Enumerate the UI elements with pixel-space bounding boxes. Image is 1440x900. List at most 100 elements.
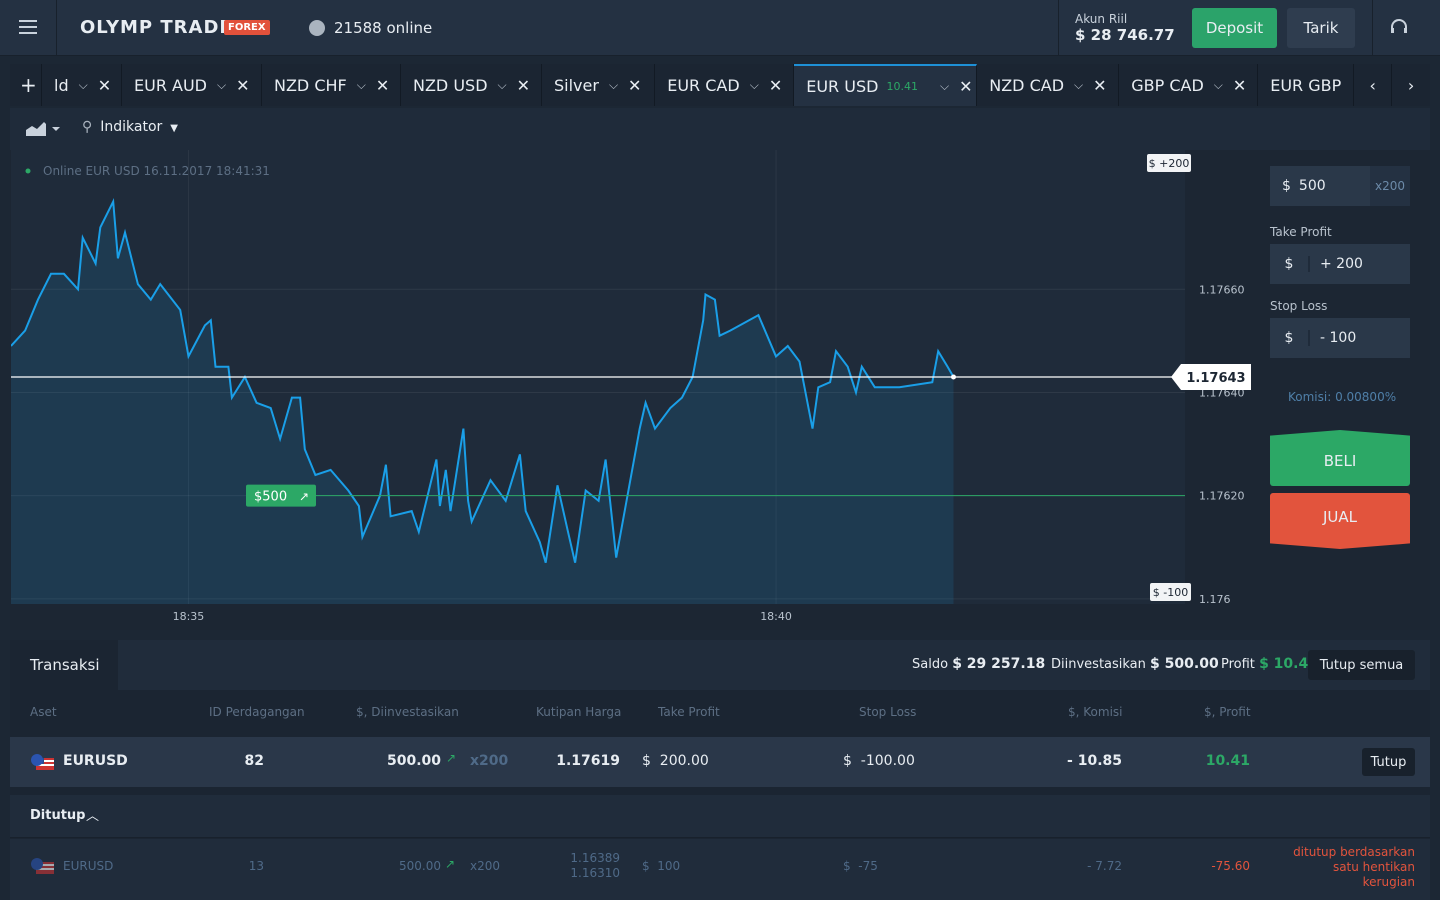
closed-header[interactable]: Ditutup ︿ (10, 795, 1430, 838)
tab-profit: 10.41 (886, 79, 918, 93)
price-chart: 18:35 18:401.1761.176201.176401.17660$500… (11, 150, 1251, 623)
withdraw-button[interactable]: Tarik (1287, 8, 1355, 48)
flag-icon (31, 858, 54, 874)
close-note: ditutup berdasarkan satu hentikan kerugi… (1293, 845, 1415, 889)
stop-loss: $ -75 (843, 859, 878, 873)
online-count: 21588 online (334, 19, 433, 37)
chart-subtitle: Online EUR USD 16.11.2017 18:41:31 (43, 164, 270, 178)
transactions: Transaksi Saldo $ 29 257.18 Diinvestasik… (10, 640, 1430, 900)
flag-icon (31, 754, 54, 770)
current-price-label: 1.17643 (1186, 371, 1245, 386)
balance: Saldo $ 29 257.18 (912, 656, 1046, 672)
stop-loss-label: Stop Loss (1270, 299, 1328, 313)
multiplier: x200 (470, 859, 501, 873)
tab[interactable]: EUR AUD ⌵ ✕ (122, 64, 262, 106)
entry-arrow: ↗ (299, 490, 309, 504)
commission: Komisi: 0.00800% (1288, 390, 1397, 404)
y-tick-label: 1.17620 (1199, 490, 1245, 503)
open-row: EURUSD 82 500.00 ↗ x200 1.17619 $ 200.00… (10, 737, 1430, 787)
price-open: 1.16389 (570, 851, 620, 865)
column-header: $, Komisi (1068, 705, 1123, 719)
column-header: Aset (30, 705, 57, 719)
tab[interactable]: NZD CHF ⌵ ✕ (262, 64, 401, 106)
current-point (950, 374, 956, 380)
take-profit-label: Take Profit (1270, 225, 1332, 239)
tab[interactable]: EUR CAD ⌵ ✕ (655, 64, 795, 106)
y-tick-label: 1.17660 (1199, 283, 1245, 296)
chart-toolbar: ⚲ Indikator ▼ (10, 108, 1430, 150)
user-icon (309, 20, 325, 36)
chart-type-icon[interactable] (26, 120, 62, 138)
column-header: Take Profit (658, 705, 720, 719)
stop-loss: $ -100.00 (843, 753, 915, 769)
menu-icon[interactable] (19, 20, 37, 34)
support-icon[interactable] (1389, 18, 1409, 38)
entry-amount: $500 (254, 490, 287, 505)
active-tab[interactable]: EUR USD 10.41 ⌵ ✕ (794, 64, 978, 106)
stop-loss-tag: $ -100 (1153, 586, 1188, 599)
price-close: 1.16310 (570, 866, 620, 880)
trade-id: 13 (248, 859, 264, 873)
commission: - 10.85 (1067, 753, 1122, 769)
close-button[interactable]: Tutup (1362, 748, 1415, 776)
take-profit-field[interactable]: $ + 200 (1270, 244, 1410, 284)
stop-loss-field[interactable]: $ - 100 (1270, 318, 1410, 358)
commission: - 7.72 (1087, 859, 1122, 873)
close-all-button[interactable]: Tutup semua (1308, 650, 1415, 680)
column-header: ID Perdagangan (209, 705, 305, 719)
status-dot (25, 168, 31, 174)
multiplier: x200 (470, 753, 509, 769)
invested: 500.00 (399, 859, 441, 873)
column-header: $, Diinvestasikan (356, 705, 459, 719)
profit: 10.41 (1205, 753, 1250, 769)
price-line (11, 197, 955, 563)
amount-field[interactable]: $500 x200 (1270, 166, 1410, 206)
closed-row: EURUSD 13 500.00 ↗ x200 1.16389 1.16310 … (10, 839, 1430, 900)
y-tick-label: 1.176 (1199, 593, 1231, 606)
sell-button[interactable]: JUAL (1270, 493, 1410, 549)
deposit-button[interactable]: Deposit (1192, 8, 1277, 48)
tab[interactable]: GBP CAD ⌵ ✕ (1119, 64, 1259, 106)
transactions-tab[interactable]: Transaksi (10, 640, 118, 690)
current-price-tag-bg (1171, 364, 1251, 390)
take-profit: $ 200.00 (642, 753, 709, 769)
brand[interactable]: OLYMP TRADE (80, 17, 233, 38)
take-profit: $ 100 (642, 859, 681, 873)
badge: FOREX (224, 20, 270, 35)
column-header: Kutipan Harga (536, 705, 622, 719)
column-header: $, Profit (1204, 705, 1251, 719)
scroll-left[interactable]: ‹ (1354, 64, 1393, 106)
tab[interactable]: EUR GBP (1258, 64, 1355, 106)
trade-id: 82 (244, 753, 264, 769)
tab[interactable]: ld ⌵ ✕ (42, 64, 122, 106)
tab[interactable]: Silver ⌵ ✕ (542, 64, 656, 106)
tab[interactable]: NZD USD ⌵ ✕ (401, 64, 542, 106)
take-profit-tag: $ +200 (1149, 157, 1190, 170)
take-profit-tag-bg (1147, 154, 1191, 172)
x-tick-label: 18:35 (173, 610, 205, 623)
column-header: Stop Loss (859, 705, 917, 719)
invested: 500.00 (386, 753, 441, 769)
buy-button[interactable]: BELI (1270, 430, 1410, 486)
add-tab[interactable]: + (10, 64, 42, 106)
account-label: Akun Riil (1075, 12, 1128, 26)
asset: EURUSD (63, 859, 114, 873)
account-balance: $ 28 746.77 (1075, 26, 1175, 44)
profit: Profit $ 10.41 (1221, 656, 1318, 672)
stop-loss-tag-bg (1150, 583, 1191, 601)
entry-tag-bg (246, 484, 316, 507)
tab[interactable]: NZD CAD ⌵ ✕ (977, 64, 1120, 106)
asset-tabs: + ld ⌵ ✕ EUR AUD ⌵ ✕ NZD CHF ⌵ ✕ NZD USD ⌵ ✕ Sil… (10, 64, 1430, 106)
chart-area: 18:35 18:40 1.176 1.17620 1.17640 1.17660 $500… (10, 150, 1430, 630)
indicator-button[interactable]: ⚲ Indikator ▼ (82, 119, 178, 135)
asset: EURUSD (63, 753, 128, 769)
header: OLYMP TRADE FOREX 21588 online Akun Riil… (0, 0, 1440, 56)
x-tick-label: 18:40 (760, 610, 792, 623)
profit: -75.60 (1211, 859, 1250, 873)
multiplier[interactable]: x200 (1370, 166, 1410, 206)
invested: Diinvestasikan $ 500.00 (1051, 656, 1219, 672)
price: 1.17619 (556, 753, 620, 769)
scroll-right[interactable]: › (1407, 75, 1415, 95)
